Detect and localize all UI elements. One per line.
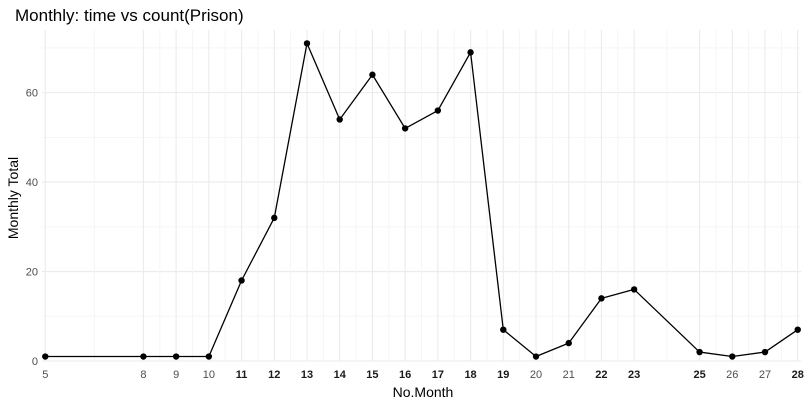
data-point bbox=[532, 353, 540, 360]
data-point bbox=[172, 353, 180, 360]
data-point bbox=[140, 353, 147, 360]
x-tick-label: 22 bbox=[595, 369, 607, 381]
y-axis-ticks: 0 20 40 60 bbox=[26, 88, 38, 368]
x-tick-label: 11 bbox=[236, 369, 248, 381]
data-point bbox=[238, 277, 245, 284]
x-tick-label: 12 bbox=[268, 369, 280, 381]
data-point bbox=[401, 125, 409, 132]
data-point bbox=[598, 295, 605, 302]
data-points bbox=[42, 40, 801, 360]
x-tick-label: 19 bbox=[497, 369, 509, 381]
data-point bbox=[696, 348, 703, 356]
x-tick-label: 25 bbox=[693, 369, 705, 381]
chart-title: Monthly: time vs count(Prison) bbox=[15, 6, 244, 25]
data-point bbox=[42, 353, 49, 360]
x-tick-label: 13 bbox=[301, 369, 313, 381]
x-tick-label: 8 bbox=[140, 369, 146, 381]
y-tick-label: 0 bbox=[32, 356, 38, 368]
x-tick-label: 10 bbox=[203, 369, 215, 381]
data-point bbox=[271, 214, 278, 222]
y-tick-label: 20 bbox=[26, 267, 38, 279]
x-tick-label: 20 bbox=[530, 369, 542, 381]
x-tick-label: 27 bbox=[759, 369, 771, 381]
x-tick-label: 28 bbox=[792, 369, 804, 381]
y-tick-label: 40 bbox=[26, 177, 38, 189]
y-tick-label: 60 bbox=[26, 88, 38, 100]
x-tick-label: 17 bbox=[432, 369, 444, 381]
x-axis-label: No.Month bbox=[393, 384, 454, 400]
y-axis-label: Monthly Total bbox=[5, 157, 21, 239]
plot-grid bbox=[42, 30, 801, 362]
data-point bbox=[630, 286, 638, 293]
x-tick-label: 18 bbox=[464, 369, 476, 381]
data-point bbox=[467, 49, 474, 56]
data-point bbox=[205, 353, 213, 360]
data-point bbox=[565, 339, 572, 347]
data-point bbox=[336, 116, 343, 123]
data-point bbox=[729, 353, 736, 360]
x-tick-label: 5 bbox=[42, 369, 48, 381]
x-tick-label: 16 bbox=[399, 369, 411, 381]
x-tick-label: 14 bbox=[334, 369, 347, 381]
x-tick-label: 15 bbox=[366, 369, 378, 381]
x-tick-label: 23 bbox=[628, 369, 640, 381]
data-point bbox=[434, 107, 442, 114]
data-point bbox=[500, 326, 507, 333]
data-point bbox=[303, 40, 311, 47]
x-tick-label: 21 bbox=[563, 369, 575, 381]
data-point bbox=[369, 71, 376, 78]
data-point bbox=[761, 348, 769, 356]
x-tick-label: 26 bbox=[726, 369, 738, 381]
x-axis-ticks: 5 8 9 10 11 12 13 14 15 16 17 18 19 20 21 22 23 25 26 27 28 bbox=[42, 369, 804, 381]
x-tick-label: 9 bbox=[173, 369, 179, 381]
data-point bbox=[794, 326, 801, 333]
